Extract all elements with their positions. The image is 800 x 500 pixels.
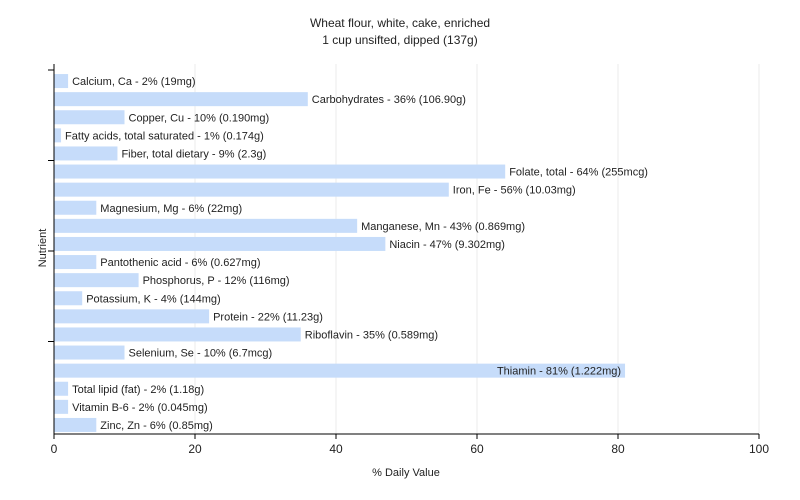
chart-subtitle: 1 cup unsifted, dipped (137g): [322, 33, 477, 47]
bar-label: Folate, total - 64% (255mcg): [509, 167, 648, 179]
x-tick-label: 20: [188, 442, 202, 456]
axes: 0 20 40 60 80 100: [48, 64, 769, 456]
bars: Calcium, Ca - 2% (19mg) Carbohydrates - 3…: [54, 74, 648, 432]
bar-label: Iron, Fe - 56% (10.03mg): [453, 185, 576, 197]
x-tick-label: 0: [51, 442, 58, 456]
bar: [54, 236, 386, 251]
bar: [54, 92, 308, 107]
bar: [54, 200, 97, 215]
bar-label: Phosphorus, P - 12% (116mg): [143, 275, 290, 287]
x-axis-title: % Daily Value: [372, 467, 440, 479]
bar: [54, 291, 83, 306]
bar-label: Niacin - 47% (9.302mg): [389, 239, 505, 251]
bar-label: Manganese, Mn - 43% (0.869mg): [361, 221, 525, 233]
x-tick-label: 100: [749, 442, 769, 456]
x-tick-label: 60: [470, 442, 484, 456]
bar: [54, 255, 97, 270]
bar-label: Pantothenic acid - 6% (0.627mg): [100, 257, 260, 269]
bar-label: Potassium, K - 4% (144mg): [86, 293, 221, 305]
bar: [54, 399, 69, 414]
x-tick-label: 80: [611, 442, 625, 456]
bar-label: Zinc, Zn - 6% (0.85mg): [100, 420, 212, 432]
bar: [54, 182, 449, 197]
bar-label: Calcium, Ca - 2% (19mg): [72, 76, 195, 88]
bar: [54, 128, 62, 143]
bar: [54, 273, 139, 288]
bar-label: Fiber, total dietary - 9% (2.3g): [121, 148, 266, 160]
bar-label: Copper, Cu - 10% (0.190mg): [129, 112, 270, 124]
bar-label: Carbohydrates - 36% (106.90g): [312, 94, 466, 106]
x-tick-label: 40: [329, 442, 343, 456]
bar: [54, 345, 125, 360]
chart-title: Wheat flour, white, cake, enriched: [310, 16, 490, 30]
bar-label: Riboflavin - 35% (0.589mg): [305, 329, 438, 341]
bar-label: Vitamin B-6 - 2% (0.045mg): [72, 402, 208, 414]
bar: [54, 74, 69, 89]
bar-label: Magnesium, Mg - 6% (22mg): [100, 203, 242, 215]
bar: [54, 110, 125, 125]
bar-label: Thiamin - 81% (1.222mg): [497, 366, 621, 378]
bar: [54, 417, 97, 432]
bar-label: Fatty acids, total saturated - 1% (0.174…: [65, 130, 264, 142]
bar-label: Total lipid (fat) - 2% (1.18g): [72, 384, 204, 396]
bar: [54, 164, 506, 179]
bar: [54, 363, 626, 378]
bar: [54, 309, 210, 324]
bar-label: Selenium, Se - 10% (6.7mcg): [129, 348, 273, 360]
y-axis-title: Nutrient: [37, 229, 49, 268]
bar: [54, 146, 118, 161]
bar: [54, 218, 358, 233]
bar: [54, 381, 69, 396]
bar: [54, 327, 301, 342]
bar-label: Protein - 22% (11.23g): [213, 311, 323, 323]
